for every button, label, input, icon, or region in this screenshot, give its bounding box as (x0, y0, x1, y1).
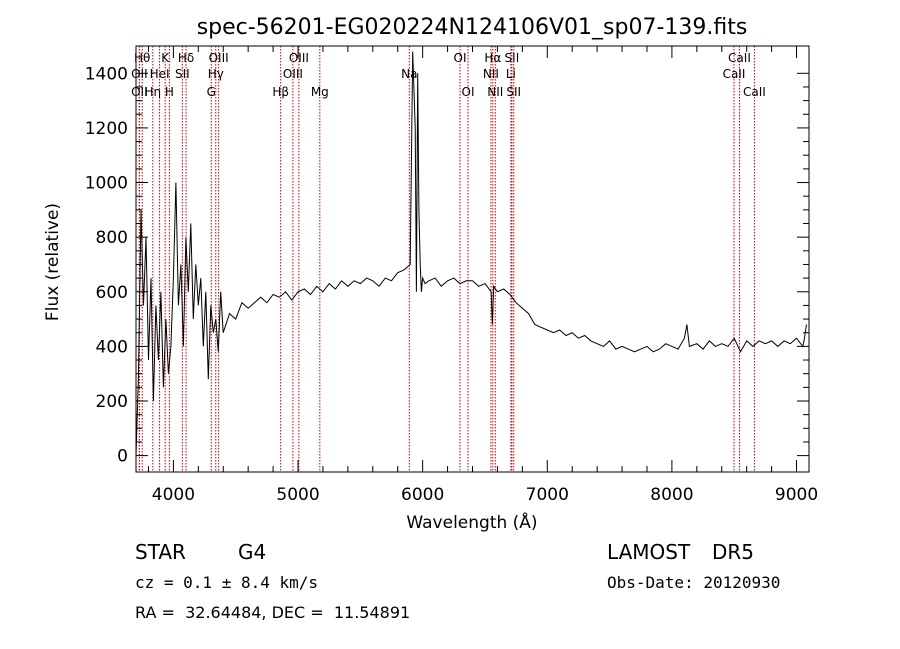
x-tick-label: 9000 (775, 485, 818, 505)
x-tick-label: 7000 (526, 485, 569, 505)
y-tick-label: 600 (96, 283, 128, 303)
line-marker-label: SII (505, 51, 520, 65)
line-marker-label: K (161, 51, 170, 65)
x-tick-label: 4000 (152, 485, 195, 505)
line-marker-label: Hη (145, 85, 162, 99)
line-marker-label: Li (506, 67, 516, 81)
spectrum-line (135, 51, 807, 456)
line-marker-label: Hα (484, 51, 501, 65)
line-marker-label: OIII (283, 67, 303, 81)
y-axis-label: Flux (relative) (43, 203, 63, 321)
x-tick-label: 6000 (401, 485, 444, 505)
chart-title: spec-56201-EG020224N124106V01_sp07-139.f… (197, 15, 748, 40)
y-tick-label: 0 (117, 447, 128, 467)
line-marker-label: CaII (743, 85, 766, 99)
line-marker-label: Na (401, 67, 417, 81)
y-tick-label: 400 (96, 337, 128, 357)
line-marker-label: Hβ (272, 85, 289, 99)
line-marker-label: Hδ (178, 51, 194, 65)
line-marker-label: CaII (728, 51, 751, 65)
y-tick-label: 800 (96, 228, 128, 248)
x-axis-ticks: 4000 5000 6000 7000 8000 9000 (147, 46, 818, 505)
line-marker-label: G (207, 85, 216, 99)
x-tick-label: 5000 (276, 485, 319, 505)
line-marker-label: OIII (289, 51, 309, 65)
line-marker-label: OII (131, 67, 148, 81)
line-marker-label: OIII (209, 51, 229, 65)
line-marker-label: SII (175, 67, 190, 81)
observation-date: Obs-Date: 20120930 (607, 573, 781, 592)
emission-line-labels: OIIHθOIIHηHeIKHSIIHδHγGOIIIHβOIIIOIIIMgN… (131, 51, 766, 99)
line-marker-label: Hγ (208, 67, 224, 81)
line-marker-label: OI (462, 85, 475, 99)
line-marker-label: NII (483, 67, 499, 81)
y-tick-label: 1200 (85, 119, 128, 139)
y-tick-label: 200 (96, 392, 128, 412)
object-class: STAR (135, 540, 186, 564)
line-marker-label: CaII (723, 67, 746, 81)
line-marker-label: NII (487, 85, 503, 99)
object-subclass: G4 (238, 540, 267, 564)
emission-line-markers (138, 46, 755, 472)
line-marker-label: H (165, 85, 174, 99)
survey-name: LAMOST (607, 540, 691, 564)
line-marker-label: Mg (311, 85, 329, 99)
x-axis-label: Wavelength (Å) (406, 511, 537, 533)
plot-frame (135, 45, 810, 473)
y-tick-label: 1400 (85, 64, 128, 84)
line-marker-label: OII (131, 85, 148, 99)
line-marker-label: SII (506, 85, 521, 99)
survey-release: DR5 (712, 540, 755, 564)
line-marker-label: Hθ (134, 51, 150, 65)
x-tick-label: 8000 (650, 485, 693, 505)
redshift-line: cz = 0.1 ± 8.4 km/s (135, 573, 319, 592)
line-marker-label: HeI (150, 67, 170, 81)
line-marker-label: OI (454, 51, 467, 65)
y-tick-label: 1000 (85, 174, 128, 194)
coordinates: RA = 32.64484, DEC = 11.54891 (135, 603, 411, 622)
y-axis-ticks: 0 200 400 600 800 1000 1200 1400 (85, 64, 809, 467)
